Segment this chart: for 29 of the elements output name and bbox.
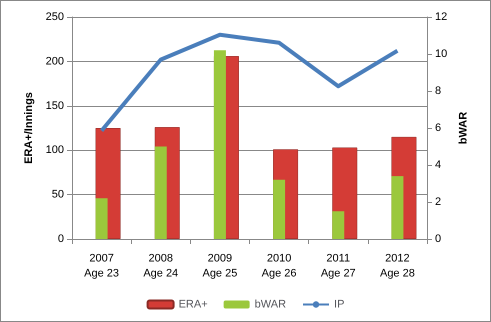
x-tick-label: 2008 Age 24: [143, 252, 178, 280]
legend-label: ERA+: [178, 298, 208, 310]
bar: [391, 176, 404, 239]
bar: [332, 211, 344, 239]
x-tick-label: 2012 Age 28: [380, 252, 415, 280]
y-tick-label: 50: [52, 188, 64, 201]
y2-tick-label: 4: [435, 159, 442, 171]
bar: [273, 180, 286, 239]
x-tick-label: 2011 Age 27: [320, 252, 356, 280]
x-tick-label: 2010 Age 26: [262, 252, 297, 280]
y2-tick-label: 2: [435, 196, 442, 208]
legend-label: IP: [334, 298, 344, 310]
y-tick-label: 0: [58, 233, 64, 245]
y-tick-label: 150: [46, 100, 64, 112]
y-tick-label: 250: [46, 11, 64, 23]
line-series: [100, 32, 400, 133]
x-tick-label: 2009 Age 25: [202, 252, 238, 280]
y2-axis-title: bWAR: [458, 112, 470, 144]
y-axis-title: ERA+/Innings: [23, 92, 36, 164]
y2-tick-label: 0: [435, 233, 442, 245]
y-tick-label: 200: [46, 55, 64, 68]
y-tick-label: 100: [46, 144, 64, 156]
y2-tick-label: 6: [435, 122, 442, 134]
y2-tick-label: 10: [435, 48, 448, 60]
y2-tick-label: 12: [435, 11, 448, 23]
legend-label: bWAR: [254, 298, 286, 310]
x-tick-label: 2007 Age 23: [84, 252, 120, 280]
y2-tick-label: 8: [435, 85, 442, 97]
bar: [96, 198, 108, 239]
